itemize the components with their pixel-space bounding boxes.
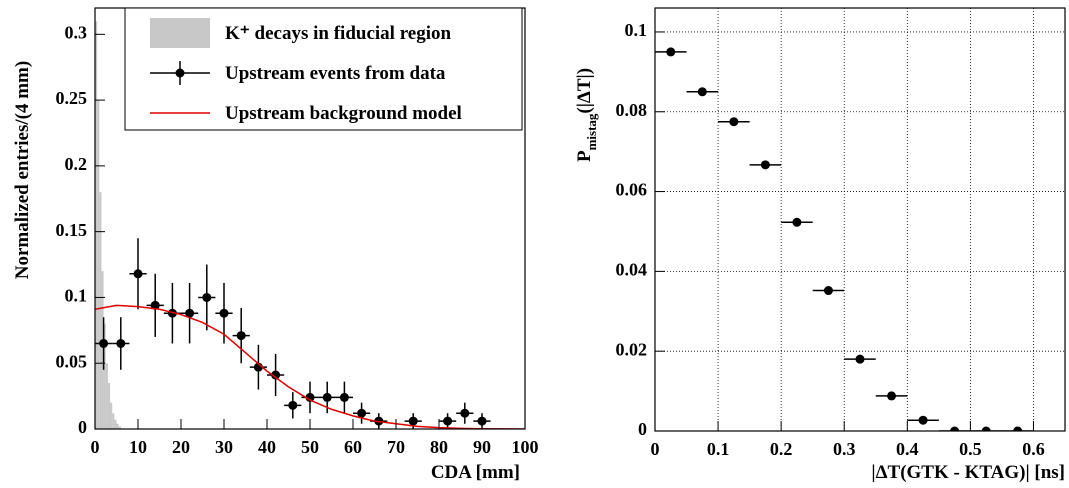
- data-point: [729, 117, 739, 127]
- y-tick-label: 0.06: [616, 180, 648, 200]
- x-tick-label: 40: [258, 437, 276, 457]
- legend-label: K⁺ decays in fiducial region: [225, 23, 452, 44]
- data-point: [666, 47, 676, 57]
- y-tick-label: 0.1: [65, 286, 88, 306]
- data-point: [133, 269, 143, 279]
- data-point: [305, 392, 315, 402]
- data-point: [697, 87, 707, 97]
- hist-bar: [95, 21, 98, 429]
- x-tick-label: 0.2: [770, 439, 793, 459]
- data-point: [918, 415, 928, 425]
- x-axis-label: CDA [mm]: [431, 462, 520, 483]
- y-tick-label: 0.04: [616, 260, 648, 280]
- y-axis-label: Pmistag(|ΔT|): [574, 68, 599, 162]
- x-tick-label: 90: [473, 437, 491, 457]
- data-point: [167, 308, 177, 318]
- x-tick-label: 10: [129, 437, 147, 457]
- x-tick-label: 0.3: [833, 439, 856, 459]
- y-tick-label: 0.02: [616, 339, 648, 359]
- data-point: [288, 400, 298, 410]
- y-label-main: P: [574, 150, 595, 162]
- data-point: [823, 286, 833, 296]
- y-tick-label: 0: [638, 419, 647, 439]
- y-tick-label: 0.15: [56, 220, 88, 240]
- hist-bar: [112, 413, 115, 429]
- model-line: [95, 304, 525, 429]
- x-tick-label: 70: [387, 437, 405, 457]
- data-point: [219, 308, 229, 318]
- data-point: [950, 426, 960, 431]
- data-point: [185, 308, 195, 318]
- data-point: [887, 391, 897, 401]
- x-tick-label: 0.5: [959, 439, 982, 459]
- y-tick-label: 0.1: [625, 20, 648, 40]
- x-tick-label: 100: [512, 437, 539, 457]
- legend-swatch: [150, 18, 210, 48]
- plot-area: [655, 47, 1034, 431]
- hist-bar: [116, 423, 119, 429]
- data-point: [760, 160, 770, 170]
- x-tick-label: 30: [215, 437, 233, 457]
- data-point: [792, 217, 802, 227]
- x-tick-label: 60: [344, 437, 362, 457]
- data-point: [443, 416, 453, 426]
- x-tick-label: 0.6: [1022, 439, 1045, 459]
- x-tick-label: 80: [430, 437, 448, 457]
- y-label-sub: mistag: [584, 113, 599, 150]
- hist-bar: [110, 402, 113, 429]
- x-tick-label: 50: [301, 437, 319, 457]
- data-point: [981, 426, 991, 431]
- y-tick-label: 0.3: [65, 22, 88, 42]
- data-point: [271, 370, 281, 380]
- plot-area: [95, 21, 525, 429]
- hist-bar: [107, 382, 111, 429]
- x-tick-label: 0: [651, 439, 660, 459]
- data-point: [236, 331, 246, 341]
- hist-bar: [105, 363, 108, 429]
- y-label-rest: (|ΔT|): [574, 68, 595, 114]
- x-tick-label: 20: [172, 437, 190, 457]
- y-tick-label: 0.05: [56, 351, 88, 371]
- x-tick-label: 0.4: [896, 439, 919, 459]
- y-axis-label: Normalized entries/(4 mm): [12, 61, 33, 279]
- legend-label: Upstream events from data: [225, 63, 446, 84]
- data-point: [116, 338, 126, 348]
- data-point: [1013, 426, 1023, 431]
- x-tick-label: 0.1: [707, 439, 730, 459]
- hist-bar: [101, 271, 104, 429]
- y-tick-label: 0.2: [65, 154, 88, 174]
- data-point: [202, 292, 212, 302]
- hist-bar: [114, 419, 117, 429]
- y-tick-label: 0: [78, 417, 87, 437]
- data-point: [460, 408, 470, 418]
- y-tick-label: 0.25: [56, 88, 88, 108]
- data-point: [408, 416, 418, 426]
- hist-bar: [99, 192, 102, 429]
- x-tick-label: 0: [91, 437, 100, 457]
- data-point: [357, 408, 367, 418]
- hist-bar: [103, 323, 106, 429]
- data-point: [855, 354, 865, 364]
- hist-bar: [97, 100, 100, 429]
- data-point: [339, 392, 349, 402]
- data-point: [150, 300, 160, 310]
- hist-bar: [118, 426, 121, 429]
- legend-label: Upstream background model: [225, 103, 462, 124]
- legend-swatch: [175, 68, 185, 78]
- plot-frame: [654, 7, 1066, 432]
- data-point: [99, 338, 109, 348]
- data-point: [322, 392, 332, 402]
- y-tick-label: 0.08: [616, 100, 648, 120]
- x-axis-label: |ΔT(GTK - KTAG)| [ns]: [871, 462, 1065, 483]
